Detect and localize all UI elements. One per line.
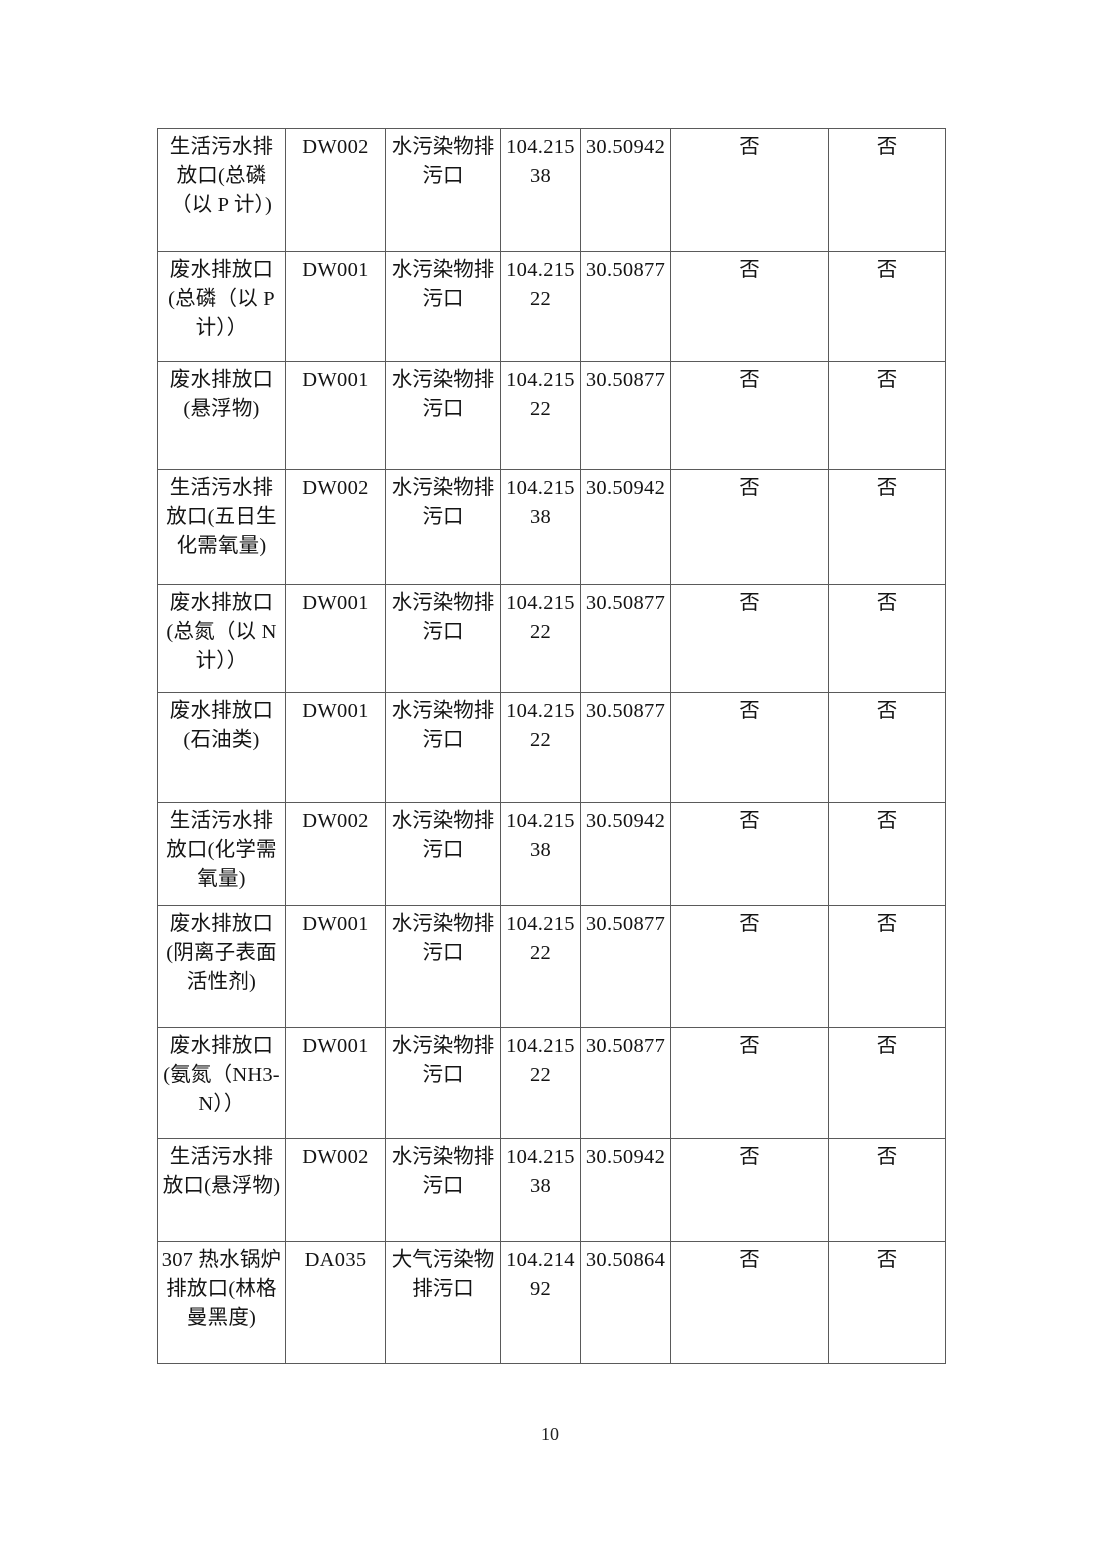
page-number: 10 — [541, 1424, 559, 1444]
cell-pollutant-type: 水污染物排污口 — [385, 692, 501, 803]
cell-latitude: 30.50864 — [580, 1241, 671, 1364]
cell-flag-secondary: 否 — [828, 692, 946, 803]
cell-outlet-code: DW001 — [285, 692, 386, 803]
cell-outlet-name: 废水排放口(总磷（以 P 计）） — [157, 251, 286, 362]
cell-outlet-name: 废水排放口(石油类) — [157, 692, 286, 803]
cell-latitude: 30.50942 — [580, 469, 671, 585]
cell-flag-primary: 否 — [670, 802, 829, 906]
cell-pollutant-type: 水污染物排污口 — [385, 1027, 501, 1139]
cell-outlet-name: 307 热水锅炉排放口(林格曼黑度) — [157, 1241, 286, 1364]
cell-flag-primary: 否 — [670, 584, 829, 693]
cell-longitude: 104.21522 — [500, 905, 581, 1028]
cell-outlet-code: DW002 — [285, 802, 386, 906]
cell-outlet-name: 废水排放口(氨氮（NH3-N）） — [157, 1027, 286, 1139]
cell-flag-secondary: 否 — [828, 251, 946, 362]
cell-flag-secondary: 否 — [828, 1241, 946, 1364]
cell-longitude: 104.21538 — [500, 1138, 581, 1242]
cell-flag-primary: 否 — [670, 692, 829, 803]
cell-outlet-name: 废水排放口(阴离子表面活性剂) — [157, 905, 286, 1028]
cell-outlet-code: DW001 — [285, 361, 386, 470]
cell-outlet-name: 生活污水排放口(总磷（以 P 计）) — [157, 128, 286, 252]
cell-flag-primary: 否 — [670, 1138, 829, 1242]
cell-outlet-code: DW002 — [285, 469, 386, 585]
cell-pollutant-type: 水污染物排污口 — [385, 469, 501, 585]
cell-flag-primary: 否 — [670, 361, 829, 470]
table-row: 废水排放口(阴离子表面活性剂) DW001 水污染物排污口 104.21522 30.5… — [157, 905, 946, 1028]
table-row: 生活污水排放口(总磷（以 P 计）) DW002 水污染物排污口 104.21538 3… — [157, 128, 946, 252]
cell-outlet-code: DW001 — [285, 1027, 386, 1139]
cell-outlet-code: DW001 — [285, 251, 386, 362]
table-row: 废水排放口(悬浮物) DW001 水污染物排污口 104.21522 30.50877 否… — [157, 361, 946, 470]
table-body: 生活污水排放口(总磷（以 P 计）) DW002 水污染物排污口 104.21538 3… — [157, 128, 946, 1364]
cell-pollutant-type: 水污染物排污口 — [385, 584, 501, 693]
cell-outlet-code: DW002 — [285, 128, 386, 252]
table-row: 废水排放口(石油类) DW001 水污染物排污口 104.21522 30.50877 否… — [157, 692, 946, 803]
cell-longitude: 104.21522 — [500, 692, 581, 803]
cell-latitude: 30.50942 — [580, 1138, 671, 1242]
cell-outlet-name: 生活污水排放口(五日生化需氧量) — [157, 469, 286, 585]
cell-latitude: 30.50877 — [580, 1027, 671, 1139]
cell-outlet-code: DW001 — [285, 905, 386, 1028]
cell-pollutant-type: 大气污染物排污口 — [385, 1241, 501, 1364]
cell-pollutant-type: 水污染物排污口 — [385, 251, 501, 362]
cell-longitude: 104.21522 — [500, 361, 581, 470]
cell-flag-secondary: 否 — [828, 802, 946, 906]
cell-flag-secondary: 否 — [828, 584, 946, 693]
cell-latitude: 30.50877 — [580, 251, 671, 362]
cell-latitude: 30.50942 — [580, 128, 671, 252]
cell-flag-primary: 否 — [670, 128, 829, 252]
table-row: 307 热水锅炉排放口(林格曼黑度) DA035 大气污染物排污口 104.21492… — [157, 1241, 946, 1364]
cell-flag-primary: 否 — [670, 905, 829, 1028]
cell-longitude: 104.21522 — [500, 1027, 581, 1139]
cell-outlet-code: DW002 — [285, 1138, 386, 1242]
cell-longitude: 104.21538 — [500, 469, 581, 585]
cell-longitude: 104.21522 — [500, 584, 581, 693]
cell-flag-secondary: 否 — [828, 469, 946, 585]
pollutant-outlet-table: 生活污水排放口(总磷（以 P 计）) DW002 水污染物排污口 104.21538 3… — [157, 128, 946, 1364]
cell-outlet-name: 生活污水排放口(悬浮物) — [157, 1138, 286, 1242]
cell-latitude: 30.50877 — [580, 905, 671, 1028]
cell-latitude: 30.50877 — [580, 692, 671, 803]
cell-flag-primary: 否 — [670, 1027, 829, 1139]
cell-latitude: 30.50942 — [580, 802, 671, 906]
cell-flag-secondary: 否 — [828, 905, 946, 1028]
cell-outlet-name: 废水排放口(悬浮物) — [157, 361, 286, 470]
cell-flag-secondary: 否 — [828, 1138, 946, 1242]
cell-flag-secondary: 否 — [828, 1027, 946, 1139]
table-row: 废水排放口(总氮（以 N 计）） DW001 水污染物排污口 104.21522 30.… — [157, 584, 946, 693]
table-row: 生活污水排放口(化学需氧量) DW002 水污染物排污口 104.21538 30.50… — [157, 802, 946, 906]
cell-longitude: 104.21492 — [500, 1241, 581, 1364]
table-row: 废水排放口(总磷（以 P 计）） DW001 水污染物排污口 104.21522 30.… — [157, 251, 946, 362]
cell-longitude: 104.21538 — [500, 802, 581, 906]
cell-flag-secondary: 否 — [828, 361, 946, 470]
table-row: 生活污水排放口(悬浮物) DW002 水污染物排污口 104.21538 30.5094… — [157, 1138, 946, 1242]
cell-flag-secondary: 否 — [828, 128, 946, 252]
cell-longitude: 104.21538 — [500, 128, 581, 252]
cell-outlet-name: 生活污水排放口(化学需氧量) — [157, 802, 286, 906]
cell-outlet-code: DW001 — [285, 584, 386, 693]
cell-pollutant-type: 水污染物排污口 — [385, 802, 501, 906]
table-row: 废水排放口(氨氮（NH3-N）） DW001 水污染物排污口 104.21522 30.… — [157, 1027, 946, 1139]
cell-latitude: 30.50877 — [580, 584, 671, 693]
cell-pollutant-type: 水污染物排污口 — [385, 905, 501, 1028]
cell-longitude: 104.21522 — [500, 251, 581, 362]
cell-pollutant-type: 水污染物排污口 — [385, 128, 501, 252]
cell-pollutant-type: 水污染物排污口 — [385, 361, 501, 470]
cell-pollutant-type: 水污染物排污口 — [385, 1138, 501, 1242]
table-row: 生活污水排放口(五日生化需氧量) DW002 水污染物排污口 104.21538 30.… — [157, 469, 946, 585]
cell-flag-primary: 否 — [670, 251, 829, 362]
cell-outlet-code: DA035 — [285, 1241, 386, 1364]
cell-latitude: 30.50877 — [580, 361, 671, 470]
cell-flag-primary: 否 — [670, 1241, 829, 1364]
cell-flag-primary: 否 — [670, 469, 829, 585]
cell-outlet-name: 废水排放口(总氮（以 N 计）） — [157, 584, 286, 693]
